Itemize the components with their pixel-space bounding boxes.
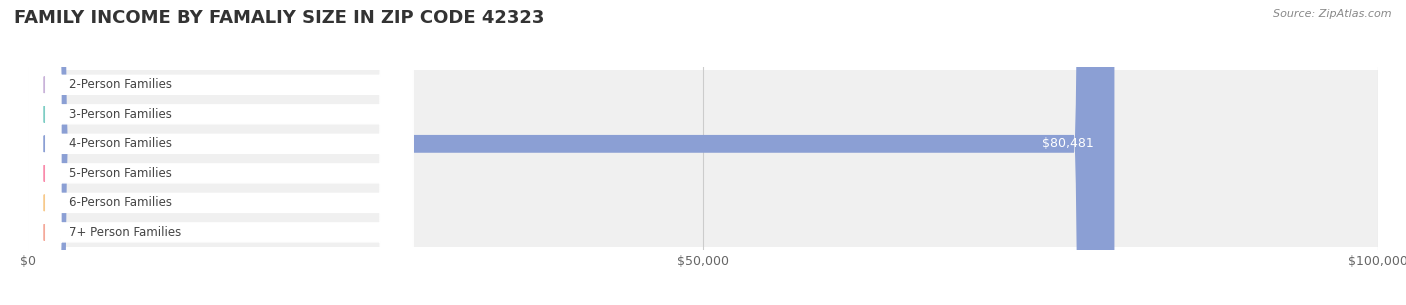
Text: 5-Person Families: 5-Person Families — [69, 167, 172, 180]
Text: $0: $0 — [48, 108, 65, 121]
Bar — [28, 159, 1378, 188]
FancyBboxPatch shape — [28, 0, 413, 305]
Text: $0: $0 — [48, 78, 65, 91]
Text: $0: $0 — [48, 196, 65, 209]
Text: 2-Person Families: 2-Person Families — [69, 78, 172, 91]
Bar — [28, 188, 1378, 218]
Text: 6-Person Families: 6-Person Families — [69, 196, 172, 209]
FancyBboxPatch shape — [28, 0, 413, 305]
Text: FAMILY INCOME BY FAMALIY SIZE IN ZIP CODE 42323: FAMILY INCOME BY FAMALIY SIZE IN ZIP COD… — [14, 9, 544, 27]
Text: $80,481: $80,481 — [1042, 137, 1094, 150]
Bar — [28, 70, 1378, 99]
FancyBboxPatch shape — [28, 0, 413, 305]
Bar — [28, 129, 1378, 159]
Text: 3-Person Families: 3-Person Families — [69, 108, 172, 121]
Text: $0: $0 — [48, 226, 65, 239]
Text: 4-Person Families: 4-Person Families — [69, 137, 172, 150]
Text: 7+ Person Families: 7+ Person Families — [69, 226, 181, 239]
FancyBboxPatch shape — [28, 0, 413, 305]
FancyBboxPatch shape — [28, 0, 413, 305]
Text: $0: $0 — [48, 167, 65, 180]
Text: Source: ZipAtlas.com: Source: ZipAtlas.com — [1274, 9, 1392, 19]
Bar — [28, 218, 1378, 247]
FancyBboxPatch shape — [28, 0, 413, 305]
FancyBboxPatch shape — [28, 0, 1115, 305]
Bar — [28, 99, 1378, 129]
